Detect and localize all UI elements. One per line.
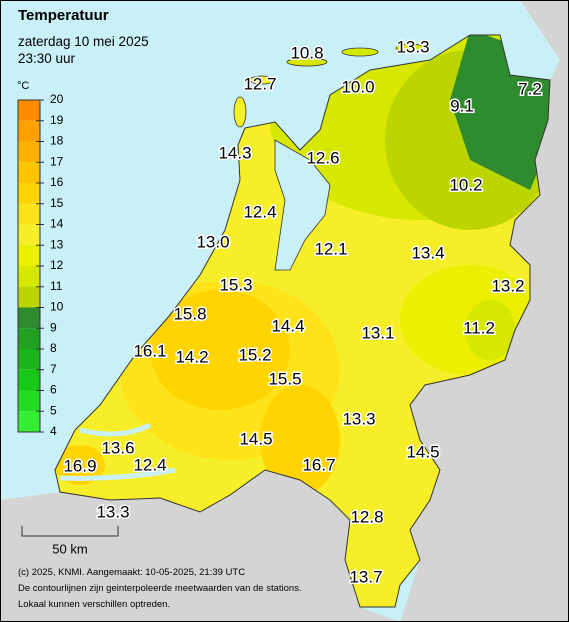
legend-tick-label: 19 <box>50 113 64 127</box>
station-value: 15.8 <box>173 304 206 323</box>
legend-swatch <box>18 245 40 266</box>
station-value: 14.4 <box>271 316 304 335</box>
legend-swatch <box>18 390 40 412</box>
station-value: 13.1 <box>361 323 394 342</box>
title: Temperatuur <box>18 7 109 24</box>
station-value: 12.6 <box>306 148 339 167</box>
ijsselmeer <box>274 139 331 271</box>
station-value: 13.3 <box>342 409 375 428</box>
station-value: 16.7 <box>302 455 335 474</box>
legend-tick-label: 18 <box>50 134 64 148</box>
legend-tick-label: 12 <box>50 258 64 272</box>
legend-swatch <box>18 100 40 121</box>
station-value: 13.7 <box>349 567 382 586</box>
zeeland-water <box>59 422 176 481</box>
station-value: 10.0 <box>341 77 374 96</box>
legend-tick-label: 15 <box>50 196 64 210</box>
legend-swatch <box>18 307 40 329</box>
legend-swatch <box>18 141 40 163</box>
legend: 20 19 18 17 16 15 14 13 12 11 10 9 8 7 6 5 4 <box>17 92 64 438</box>
station-value: 14.5 <box>239 429 272 448</box>
station-value: 12.4 <box>243 202 276 221</box>
legend-tick-label: 4 <box>50 424 57 438</box>
legend-swatch <box>18 162 40 183</box>
station-value: 13.0 <box>196 232 229 251</box>
legend-tick-label: 13 <box>50 237 64 251</box>
date: zaterdag 10 mei 2025 <box>18 34 149 49</box>
footer-line: De contourlijnen zijn geinterpoleerde me… <box>18 583 302 594</box>
legend-swatch <box>18 266 40 287</box>
legend-tick-label: 5 <box>50 403 57 417</box>
station-value: 13.3 <box>396 37 429 56</box>
legend-tick-label: 6 <box>50 383 57 397</box>
station-value: 14.3 <box>218 143 251 162</box>
legend-swatch <box>18 203 40 225</box>
station-value: 15.5 <box>268 369 301 388</box>
legend-swatch <box>18 369 40 391</box>
legend-swatch <box>18 328 40 349</box>
footer-line: (c) 2025, KNMI. Aangemaakt: 10-05-2025, … <box>18 567 245 578</box>
legend-tick-label: 8 <box>50 341 57 355</box>
legend-tick-label: 16 <box>50 175 64 189</box>
station-value: 13.6 <box>101 438 134 457</box>
legend-tick-label: 20 <box>50 92 64 106</box>
station-value: 14.2 <box>175 347 208 366</box>
station-value: 9.1 <box>450 96 474 115</box>
belgium <box>0 470 400 622</box>
time: 23:30 uur <box>18 51 76 66</box>
station-value: 12.8 <box>350 507 383 526</box>
wadden-islands <box>233 43 425 128</box>
station-value: 15.3 <box>219 275 252 294</box>
legend-swatch <box>18 411 40 432</box>
station-value: 14.5 <box>406 442 439 461</box>
legend-tick-label: 10 <box>50 300 64 314</box>
station-value: 12.1 <box>314 239 347 258</box>
germany <box>400 0 569 622</box>
station-value: 16.9 <box>63 456 96 475</box>
station-value: 12.7 <box>243 74 276 93</box>
border <box>54 34 551 608</box>
station-value: 7.2 <box>518 79 542 98</box>
station-value: 11.2 <box>463 318 495 337</box>
legend-swatch <box>18 224 40 246</box>
legend-tick-label: 9 <box>50 320 57 334</box>
scale-label: 50 km <box>52 541 87 556</box>
station-value: 10.8 <box>290 43 323 62</box>
legend-tick-label: 17 <box>50 154 64 168</box>
station-value: 16.1 <box>133 341 166 360</box>
legend-tick-label: 11 <box>50 279 63 293</box>
legend-swatch <box>18 183 40 204</box>
station-value: 13.2 <box>491 276 524 295</box>
station-value: 12.4 <box>133 455 166 474</box>
legend-swatch <box>18 286 40 308</box>
legend-unit: °C <box>17 80 29 92</box>
station-value: 10.2 <box>449 175 482 194</box>
station-value: 13.3 <box>96 502 129 521</box>
legend-swatch <box>18 120 40 142</box>
legend-tick-label: 14 <box>50 217 64 231</box>
scale-bar <box>21 526 119 537</box>
stations: 10.8 13.312.7 10.09.17.214.3 12.610.212.413… <box>62 36 543 588</box>
legend-tick-label: 7 <box>50 362 57 376</box>
legend-swatch <box>18 349 40 370</box>
station-value: 15.2 <box>238 345 271 364</box>
station-value: 13.4 <box>411 243 444 262</box>
footer-line: Lokaal kunnen verschillen optreden. <box>18 599 170 610</box>
